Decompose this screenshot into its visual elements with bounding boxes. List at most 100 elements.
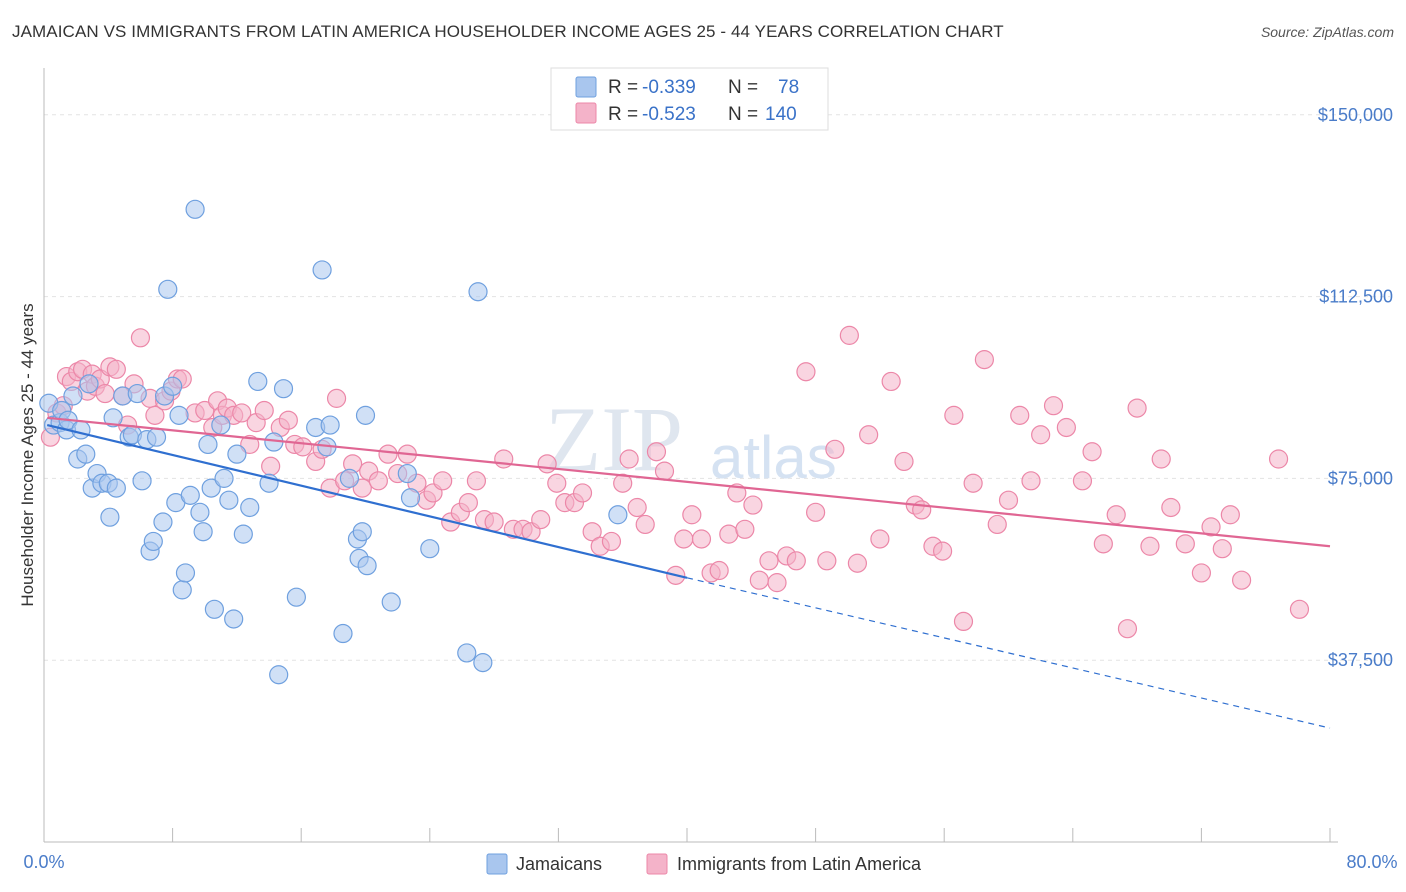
jamaican-point-37 xyxy=(190,502,210,522)
jamaican-point-54 xyxy=(286,587,306,607)
legend-r-value-1: -0.339 xyxy=(642,77,696,98)
latin-america-point-75 xyxy=(613,473,633,493)
latin-america-point-128 xyxy=(1151,449,1171,469)
latin-america-point-95 xyxy=(786,551,806,571)
trend-lines xyxy=(46,416,1331,729)
legend-n-label-1: N = xyxy=(728,77,758,98)
latin-america-point-74 xyxy=(601,531,622,552)
legend-n-value-2: 140 xyxy=(765,104,797,125)
jamaican-point-43 xyxy=(214,468,234,488)
jamaican-point-25 xyxy=(143,531,163,552)
x-tick-label-max: 80.0% xyxy=(1346,852,1397,872)
latin-america-point-115 xyxy=(998,490,1019,510)
latin-america-point-76 xyxy=(619,449,639,469)
latin-america-point-72 xyxy=(582,522,602,542)
latin-america-point-113 xyxy=(974,350,994,370)
jamaican-point-45 xyxy=(224,609,244,629)
latin-america-point-80 xyxy=(654,461,675,481)
latin-america-point-13 xyxy=(106,359,126,379)
jamaican-point-73 xyxy=(608,505,628,525)
latin-america-point-93 xyxy=(767,573,787,593)
latin-america-point-112 xyxy=(963,473,983,493)
bottom-legend-label-jamaicans: Jamaicans xyxy=(516,854,602,874)
latin-america-point-61 xyxy=(484,512,504,532)
bottom-legend-swatch-immigrants xyxy=(646,853,668,875)
legend-r-value-2: -0.523 xyxy=(642,104,696,125)
jamaican-point-56 xyxy=(312,260,332,280)
latin-america-point-68 xyxy=(547,473,567,493)
latin-america-point-118 xyxy=(1031,425,1051,445)
latin-america-point-103 xyxy=(870,529,890,549)
latin-america-point-110 xyxy=(944,405,964,425)
latin-america-point-55 xyxy=(433,471,453,491)
trend-line-1 xyxy=(47,416,1331,548)
latin-america-point-49 xyxy=(378,444,398,464)
y-axis-title: Householder Income Ages 25 - 44 years xyxy=(18,303,37,606)
jamaican-point-66 xyxy=(381,592,401,612)
latin-america-point-25 xyxy=(195,400,215,421)
y-tick-label-1: $75,000 xyxy=(1328,468,1393,488)
latin-america-point-71 xyxy=(572,483,593,503)
watermark-atlas: atlas xyxy=(710,424,837,491)
x-tick-label-min: 0.0% xyxy=(23,852,64,872)
jamaican-point-68 xyxy=(400,488,421,508)
series-jamaicans xyxy=(39,199,628,685)
jamaican-point-36 xyxy=(185,199,205,219)
latin-america-point-78 xyxy=(635,514,655,535)
latin-america-point-43 xyxy=(326,388,347,408)
jamaican-point-65 xyxy=(333,623,353,644)
latin-america-point-132 xyxy=(1201,517,1221,537)
jamaican-point-67 xyxy=(397,463,417,484)
source-credit: Source: ZipAtlas.com xyxy=(1260,24,1394,40)
latin-america-point-11 xyxy=(95,383,115,404)
latin-america-point-66 xyxy=(531,510,551,530)
latin-america-point-79 xyxy=(646,442,667,462)
trend-line-extension-0 xyxy=(686,577,1331,729)
latin-america-point-92 xyxy=(759,551,779,571)
latin-america-point-86 xyxy=(709,560,729,581)
latin-america-point-126 xyxy=(1127,398,1147,418)
latin-america-point-114 xyxy=(987,514,1007,535)
legend-n-label-2: N = xyxy=(728,104,758,125)
latin-america-point-35 xyxy=(261,456,281,476)
legend-swatch-immigrants xyxy=(575,102,597,124)
y-tick-label-3: $150,000 xyxy=(1318,105,1393,125)
jamaican-point-41 xyxy=(204,599,224,619)
latin-america-point-100 xyxy=(839,325,859,345)
latin-america-point-109 xyxy=(932,541,953,561)
latin-america-point-119 xyxy=(1043,396,1064,416)
axes xyxy=(43,68,1338,843)
jamaican-point-44 xyxy=(219,490,239,510)
latin-america-point-90 xyxy=(743,495,763,515)
jamaican-point-71 xyxy=(468,282,488,302)
bottom-legend-label-immigrants: Immigrants from Latin America xyxy=(677,854,922,874)
latin-america-point-98 xyxy=(817,551,837,571)
latin-america-point-82 xyxy=(674,529,694,549)
latin-america-point-48 xyxy=(368,471,388,491)
latin-america-point-32 xyxy=(240,434,260,455)
legend-swatch-jamaicans xyxy=(575,76,597,98)
latin-america-point-136 xyxy=(1268,449,1289,469)
jamaican-point-33 xyxy=(172,580,192,600)
jamaican-point-26 xyxy=(146,427,167,447)
latin-america-point-116 xyxy=(1010,405,1030,425)
latin-america-point-121 xyxy=(1072,471,1093,491)
y-tick-labels: $37,500 $75,000 $112,500 $150,000 xyxy=(1318,105,1393,670)
latin-america-point-137 xyxy=(1289,599,1310,619)
jamaican-point-70 xyxy=(457,643,477,663)
latin-america-point-107 xyxy=(912,500,932,520)
jamaican-point-32 xyxy=(169,405,189,425)
jamaican-point-59 xyxy=(339,468,360,488)
latin-america-point-46 xyxy=(352,478,372,498)
latin-america-point-34 xyxy=(254,400,274,421)
jamaican-point-49 xyxy=(248,371,268,392)
latin-america-point-62 xyxy=(494,449,514,469)
latin-america-point-97 xyxy=(805,502,826,522)
jamaican-point-38 xyxy=(193,522,213,542)
jamaican-point-40 xyxy=(201,478,221,498)
latin-america-point-99 xyxy=(825,439,845,459)
latin-america-point-31 xyxy=(232,403,252,423)
latin-america-point-120 xyxy=(1056,417,1076,438)
latin-america-point-39 xyxy=(293,437,313,457)
